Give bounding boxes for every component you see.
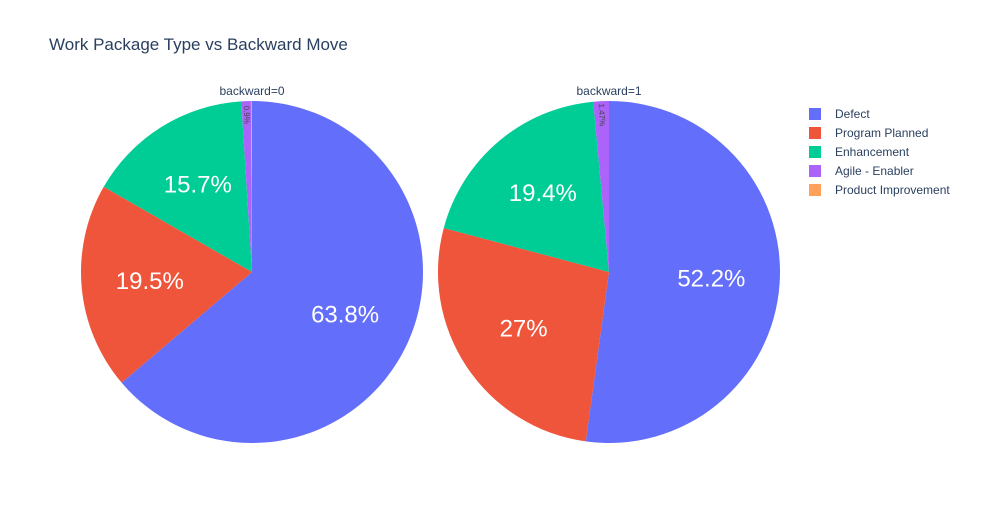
legend-swatch-enhancement: [809, 146, 821, 158]
pie-label-program-planned-backward-1: 27%: [500, 315, 548, 342]
subplot-title-backward-0: backward=0: [219, 84, 284, 98]
legend-swatch-program-planned: [809, 127, 821, 139]
legend-item-product-improvement[interactable]: Product Improvement: [809, 183, 950, 197]
legend-label-product-improvement: Product Improvement: [835, 183, 950, 197]
pie-backward-1: backward=1 52.2% 27% 19.4% 1.47%: [438, 84, 780, 443]
pie-slice-defect-backward-0[interactable]: [121, 101, 424, 443]
pie-label-enhancement-backward-1: 19.4%: [509, 180, 577, 207]
pie-label-agile-enabler-backward-1: 1.47%: [597, 103, 607, 126]
pie-slice-program-planned-backward-1[interactable]: [438, 227, 609, 442]
legend-label-program-planned: Program Planned: [835, 126, 928, 140]
legend-swatch-defect: [809, 108, 821, 120]
legend-label-defect: Defect: [835, 107, 870, 121]
pie-slice-enhancement-backward-1[interactable]: [443, 101, 609, 273]
legend[interactable]: Defect Program Planned Enhancement Agile - …: [809, 107, 950, 197]
pie-slice-program-planned-backward-0[interactable]: [80, 186, 252, 383]
pie-label-enhancement-backward-0: 15.7%: [164, 171, 232, 198]
legend-item-program-planned[interactable]: Program Planned: [809, 126, 928, 140]
pie-slice-defect-backward-1[interactable]: [585, 101, 780, 443]
pie-backward-0: backward=0 63.8% 19.5% 15.7% 0.9%: [80, 84, 424, 443]
legend-swatch-product-improvement: [809, 184, 821, 196]
pie-slice-product-improvement-backward-0[interactable]: [250, 101, 252, 272]
pie-labels-backward-1: 52.2% 27% 19.4% 1.47%: [500, 103, 746, 342]
pie-label-agile-enabler-backward-0: 0.9%: [242, 106, 252, 125]
pie-slice-enhancement-backward-0[interactable]: [103, 101, 252, 272]
chart-title: Work Package Type vs Backward Move: [49, 35, 348, 54]
legend-label-agile-enabler: Agile - Enabler: [835, 164, 914, 178]
pie-label-defect-backward-1: 52.2%: [677, 265, 745, 292]
pie-label-defect-backward-0: 63.8%: [311, 302, 379, 329]
pie-slices-backward-0: [80, 101, 424, 443]
pie-slices-backward-1: [438, 101, 780, 443]
legend-swatch-agile-enabler: [809, 165, 821, 177]
pie-slice-agile-enabler-backward-0[interactable]: [241, 101, 252, 272]
legend-item-defect[interactable]: Defect: [809, 107, 870, 121]
pie-labels-backward-0: 63.8% 19.5% 15.7% 0.9%: [116, 106, 379, 329]
legend-item-agile-enabler[interactable]: Agile - Enabler: [809, 164, 914, 178]
legend-label-enhancement: Enhancement: [835, 145, 910, 159]
pie-label-program-planned-backward-0: 19.5%: [116, 268, 184, 295]
subplot-title-backward-1: backward=1: [576, 84, 641, 98]
pie-slice-agile-enabler-backward-1[interactable]: [593, 101, 609, 272]
legend-item-enhancement[interactable]: Enhancement: [809, 145, 910, 159]
